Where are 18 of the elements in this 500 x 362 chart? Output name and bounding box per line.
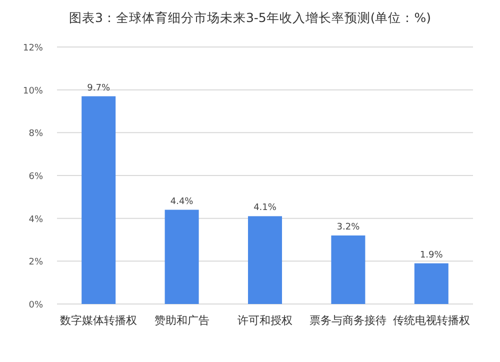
ytick: 4% [28, 214, 43, 225]
xtick: 传统电视转播权 [392, 314, 470, 327]
xtick: 赞助和广告 [154, 314, 210, 327]
label: 4.1% [254, 203, 276, 214]
xtick: 许可和授权 [238, 314, 292, 327]
ytick: 8% [28, 129, 43, 140]
ytick: 10% [22, 86, 43, 96]
ytick: 0% [28, 300, 43, 310]
label: 9.7% [87, 83, 110, 94]
xtick: 票务与商务接待 [310, 314, 387, 327]
xtick: 数字媒体转播权 [60, 314, 138, 327]
ytick: 6% [28, 172, 43, 182]
label: 1.9% [420, 250, 443, 260]
label: 4.4% [170, 196, 194, 207]
ytick: 12% [22, 44, 43, 54]
label: 3.2% [336, 222, 360, 232]
ytick: 2% [28, 258, 43, 268]
title: 图表3：全球体育细分市场未来3-5年收入增长率预测(单位：%) [69, 10, 431, 25]
